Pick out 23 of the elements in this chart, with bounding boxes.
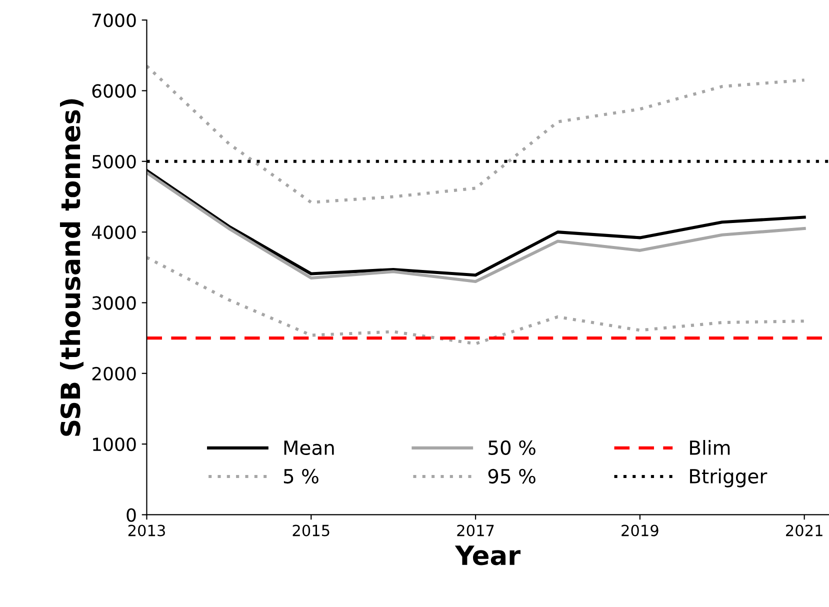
legend-label: Mean xyxy=(284,440,334,456)
legend-label: 95 % xyxy=(488,468,536,484)
x-tick-label: 2013 xyxy=(128,524,165,536)
y-tick-label: 2000 xyxy=(92,366,136,381)
y-tick-label: 1000 xyxy=(93,438,136,452)
y-tick-label: 0 xyxy=(126,508,136,522)
x-tick-label: 2017 xyxy=(457,524,494,536)
legend-label: 5 % xyxy=(284,468,318,484)
y-axis-title: SSB (thousand tonnes) xyxy=(60,99,84,436)
y-tick-label: 6000 xyxy=(92,84,136,98)
x-tick-label: 2019 xyxy=(622,524,658,536)
legend-label: Btrigger xyxy=(690,468,768,488)
y-tick-label: 3000 xyxy=(92,296,136,310)
x-axis-title: Year xyxy=(454,546,520,566)
y-tick-label: 4000 xyxy=(92,226,136,240)
x-tick-label: 2015 xyxy=(292,524,330,536)
line-series xyxy=(146,64,806,204)
x-tick-label: 2021 xyxy=(786,524,822,536)
legend-label: 50 % xyxy=(488,440,536,456)
y-tick-label: 7000 xyxy=(92,13,136,28)
line-series xyxy=(146,256,806,346)
legend-label: Blim xyxy=(690,440,730,455)
y-tick-label: 5000 xyxy=(92,154,136,168)
